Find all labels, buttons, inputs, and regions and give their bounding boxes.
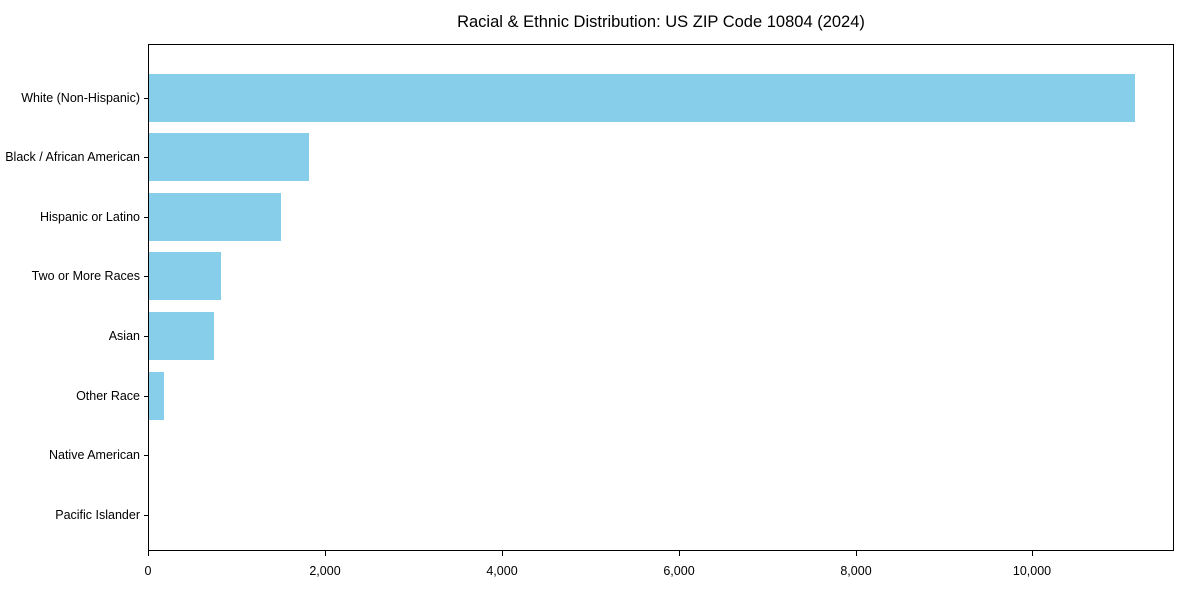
- y-tick-label-white-non-hispanic: White (Non-Hispanic): [21, 90, 140, 105]
- x-tick-label: 6,000: [663, 564, 695, 578]
- bar-two-or-more-races: [149, 252, 221, 301]
- x-tick-mark: [1032, 551, 1033, 556]
- y-tick-mark: [144, 97, 148, 99]
- bar-black-african-american: [149, 133, 309, 182]
- x-tick-label: 10,000: [1012, 564, 1052, 578]
- y-tick-label-two-or-more-races: Two or More Races: [31, 269, 140, 284]
- y-tick-label-black-african-american: Black / African American: [5, 150, 140, 165]
- y-tick-mark: [144, 455, 148, 457]
- x-tick-label: 4,000: [486, 564, 518, 578]
- y-tick-mark: [144, 514, 148, 516]
- x-tick-label: 2,000: [309, 564, 341, 578]
- x-tick-label: 8,000: [840, 564, 872, 578]
- x-tick-mark: [856, 551, 857, 556]
- y-tick-label-pacific-islander: Pacific Islander: [55, 507, 140, 522]
- y-tick-label-native-american: Native American: [48, 448, 140, 463]
- bar-white-non-hispanic: [149, 73, 1135, 122]
- y-tick-mark: [144, 336, 148, 338]
- x-tick-mark: [679, 551, 680, 556]
- x-tick-mark: [325, 551, 326, 556]
- chart-title: Racial & Ethnic Distribution: US ZIP Cod…: [457, 13, 865, 31]
- plot-area: [148, 44, 1174, 551]
- x-tick-mark: [148, 551, 149, 556]
- y-tick-mark: [144, 157, 148, 159]
- y-tick-label-hispanic-or-latino: Hispanic or Latino: [39, 209, 140, 224]
- x-tick-mark: [502, 551, 503, 556]
- bar-hispanic-or-latino: [149, 192, 281, 241]
- y-tick-label-asian: Asian: [108, 329, 140, 344]
- y-tick-mark: [144, 395, 148, 397]
- bar-asian: [149, 312, 214, 361]
- x-tick-label: 0: [144, 564, 152, 578]
- y-tick-label-other-race: Other Race: [76, 388, 140, 403]
- y-tick-mark: [144, 276, 148, 278]
- bar-other-race: [149, 371, 164, 420]
- y-tick-mark: [144, 216, 148, 218]
